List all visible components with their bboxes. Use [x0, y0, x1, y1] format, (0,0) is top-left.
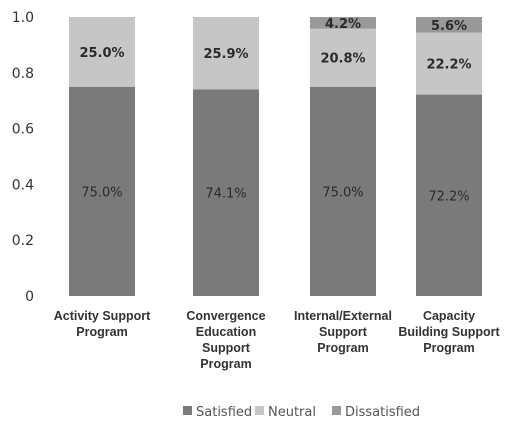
data-label: 25.9% [203, 47, 248, 62]
bar-satisfied-0 [69, 86, 135, 296]
legend: Satisfied Neutral Dissatisfied [183, 405, 420, 420]
data-label: 72.2% [428, 189, 469, 204]
y-axis: 0 0.2 0.4 0.6 0.8 1.0 [12, 10, 34, 305]
y-tick-label: 0.4 [12, 177, 34, 193]
data-label: 22.2% [426, 58, 471, 73]
data-label: 4.2% [325, 17, 361, 32]
legend-label: Neutral [268, 405, 316, 420]
x-axis-categories: Activity Support Program Convergence Educat… [54, 309, 501, 371]
data-label: 74.1% [205, 187, 246, 202]
data-label: 75.0% [322, 185, 363, 200]
category-label: Capacity [423, 309, 475, 323]
category-label: Program [423, 341, 474, 355]
data-label: 5.6% [431, 19, 467, 34]
y-tick-label: 0 [25, 289, 34, 305]
bar-neutral-0 [69, 17, 135, 87]
bar-neutral-2 [310, 28, 376, 87]
legend-swatch-dissatisfied [332, 406, 341, 415]
category-label: Convergence [186, 309, 265, 323]
bar-dissatisfied-2 [310, 17, 376, 29]
y-tick-label: 0.8 [12, 66, 34, 82]
data-label: 25.0% [79, 46, 124, 61]
legend-swatch-satisfied [183, 406, 192, 415]
data-label: 75.0% [81, 185, 122, 200]
category-label: Program [317, 341, 368, 355]
category-label: Internal/External [294, 309, 392, 323]
legend-label: Satisfied [196, 405, 252, 420]
legend-label: Dissatisfied [345, 405, 420, 420]
legend-swatch-neutral [255, 406, 264, 415]
category-label: Activity Support [54, 309, 151, 323]
category-label: Support [202, 341, 251, 355]
bar-satisfied-2 [310, 86, 376, 296]
data-labels: 75.0% 25.0% 74.1% 25.9% 75.0% 20.8% 4.2% 72.2% 2… [79, 17, 471, 204]
bar-satisfied-1 [193, 89, 259, 296]
bar-neutral-1 [193, 17, 259, 90]
data-label: 20.8% [320, 52, 365, 67]
category-label: Program [200, 357, 251, 371]
category-label: Education [196, 325, 256, 339]
category-label: Building Support [398, 325, 500, 339]
bar-dissatisfied-3 [416, 17, 482, 33]
bar-neutral-3 [416, 32, 482, 95]
y-tick-label: 1.0 [12, 10, 34, 26]
category-label: Program [76, 325, 127, 339]
y-tick-label: 0.6 [12, 122, 34, 138]
bar-satisfied-3 [416, 94, 482, 296]
category-label: Support [319, 325, 368, 339]
y-tick-label: 0.2 [12, 233, 34, 249]
bars [69, 17, 482, 296]
